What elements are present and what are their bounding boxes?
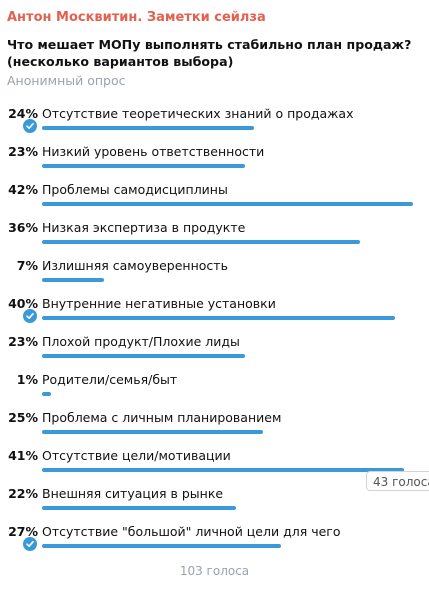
option-percent: 27%: [8, 524, 38, 539]
option-label: Проблемы самодисциплины: [42, 182, 228, 197]
option-result-bar: [42, 506, 236, 510]
option-label: Отсутствие теоретических знаний о продаж…: [42, 106, 354, 121]
poll-option[interactable]: 1% Родители/семья/быт: [0, 372, 429, 410]
option-label: Плохой продукт/Плохие лиды: [42, 334, 240, 349]
option-percent: 42%: [8, 182, 38, 197]
poll-option[interactable]: 23% Плохой продукт/Плохие лиды: [0, 334, 429, 372]
poll-option[interactable]: 23% Низкий уровень ответственности: [0, 144, 429, 182]
option-label: Отсутствие цели/мотивации: [42, 448, 231, 463]
option-percent: 1%: [16, 372, 38, 387]
option-percent: 23%: [8, 144, 38, 159]
option-label: Внешняя ситуация в рынке: [42, 486, 224, 501]
vote-count-tooltip: 43 голоса: [366, 471, 429, 491]
option-percent: 36%: [8, 220, 38, 235]
option-percent: 7%: [16, 258, 38, 273]
checkmark-icon: [23, 119, 37, 133]
option-percent: 41%: [8, 448, 38, 463]
option-percent: 25%: [8, 410, 38, 425]
option-label: Низкая экспертиза в продукте: [42, 220, 246, 235]
option-label: Внутренние негативные установки: [42, 296, 276, 311]
poll-option[interactable]: 7% Излишняя самоуверенность: [0, 258, 429, 296]
option-label: Проблема с личным планированием: [42, 410, 282, 425]
option-result-bar: [42, 468, 404, 472]
poll-option[interactable]: 24% Отсутствие теоретических знаний о про…: [0, 106, 429, 144]
option-result-bar: [42, 164, 245, 168]
option-label: Излишняя самоуверенность: [42, 258, 228, 273]
option-result-bar: [42, 126, 254, 130]
option-percent: 23%: [8, 334, 38, 349]
channel-name[interactable]: Антон Москвитин. Заметки сейлза: [7, 10, 266, 25]
poll-option[interactable]: 40% Внутренние негативные установки: [0, 296, 429, 334]
option-percent: 40%: [8, 296, 38, 311]
option-result-bar: [42, 354, 245, 358]
poll-option[interactable]: 42% Проблемы самодисциплины: [0, 182, 429, 220]
total-votes[interactable]: 103 голоса: [179, 564, 250, 578]
poll-option[interactable]: 22% Внешняя ситуация в рынке: [0, 486, 429, 524]
option-result-bar: [42, 202, 413, 206]
poll-type: Анонимный опрос: [7, 73, 126, 88]
option-percent: 22%: [8, 486, 38, 501]
option-label: Низкий уровень ответственности: [42, 144, 265, 159]
checkmark-icon: [23, 537, 37, 551]
option-result-bar: [42, 316, 395, 320]
poll-question: Что мешает МОПу выполнять стабильно план…: [7, 37, 412, 69]
option-result-bar: [42, 544, 281, 548]
option-result-bar: [42, 430, 263, 434]
option-label: Родители/семья/быт: [42, 372, 178, 387]
poll-option[interactable]: 36% Низкая экспертиза в продукте: [0, 220, 429, 258]
checkmark-icon: [23, 309, 37, 323]
poll-option[interactable]: 41% Отсутствие цели/мотивации: [0, 448, 429, 486]
option-result-bar: [42, 278, 104, 282]
option-result-bar: [42, 240, 360, 244]
poll-option[interactable]: 25% Проблема с личным планированием: [0, 410, 429, 448]
option-result-bar: [42, 392, 51, 396]
option-percent: 24%: [8, 106, 38, 121]
option-label: Отсутствие "большой" личной цели для чег…: [42, 524, 341, 539]
poll-option[interactable]: 27% Отсутствие "большой" личной цели для …: [0, 524, 429, 562]
